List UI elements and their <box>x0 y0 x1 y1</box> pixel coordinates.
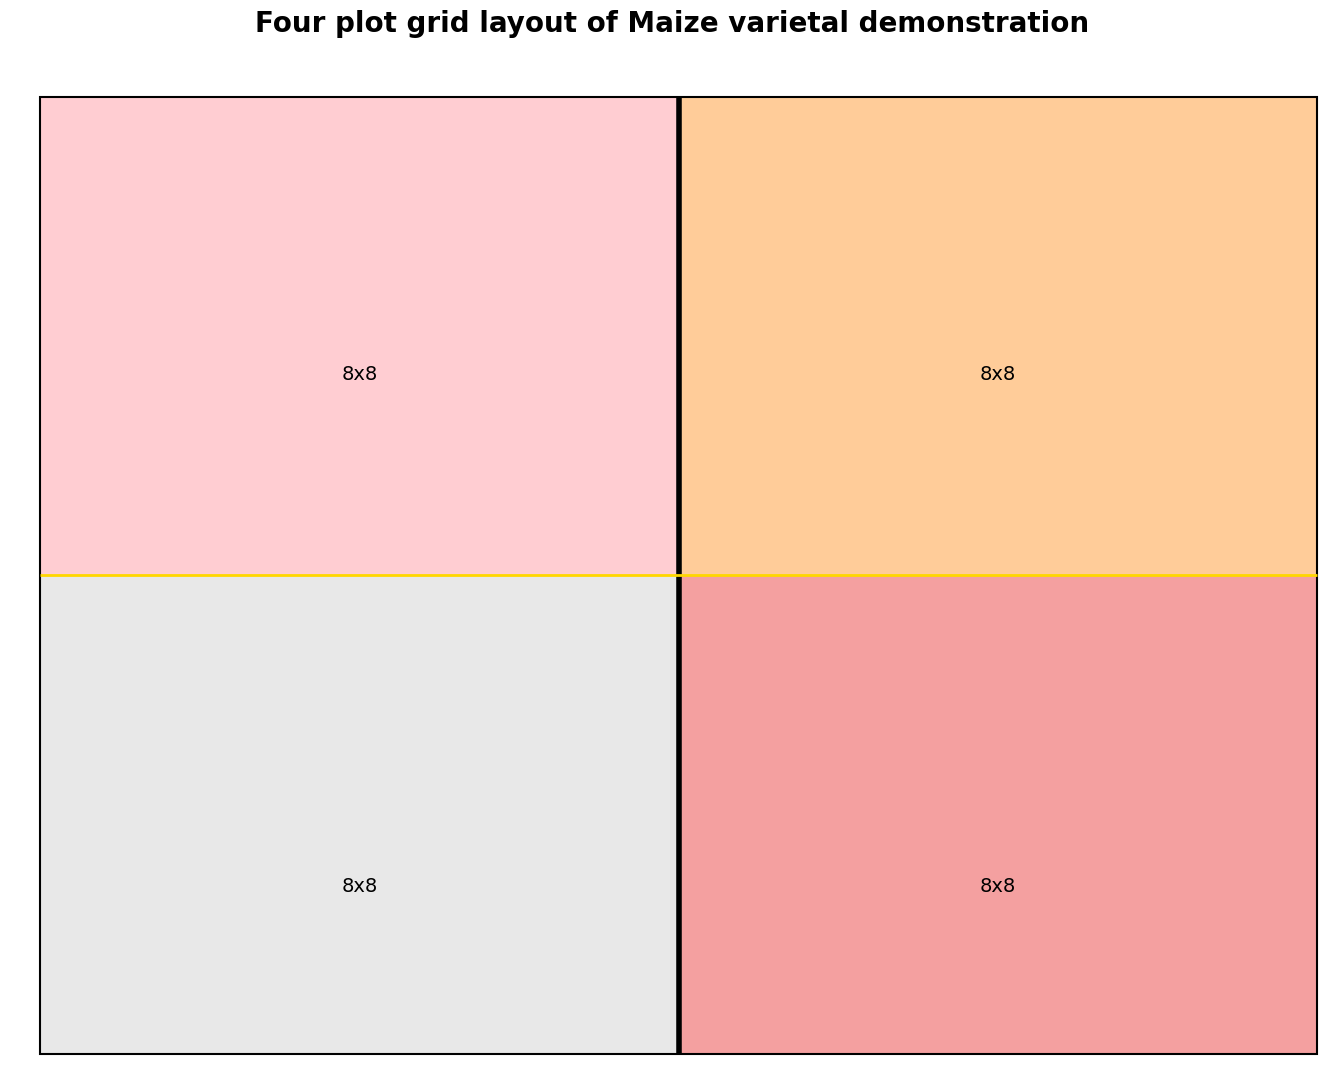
Text: 8x8: 8x8 <box>980 876 1016 895</box>
Bar <box>40 97 1317 1054</box>
Text: 8x8: 8x8 <box>341 876 378 895</box>
Bar <box>679 575 1317 1054</box>
Bar <box>40 575 679 1054</box>
Bar <box>679 97 1317 575</box>
Bar <box>40 97 679 575</box>
Text: Four plot grid layout of Maize varietal demonstration: Four plot grid layout of Maize varietal … <box>255 10 1089 38</box>
Text: 8x8: 8x8 <box>980 364 1016 384</box>
Text: 8x8: 8x8 <box>341 364 378 384</box>
